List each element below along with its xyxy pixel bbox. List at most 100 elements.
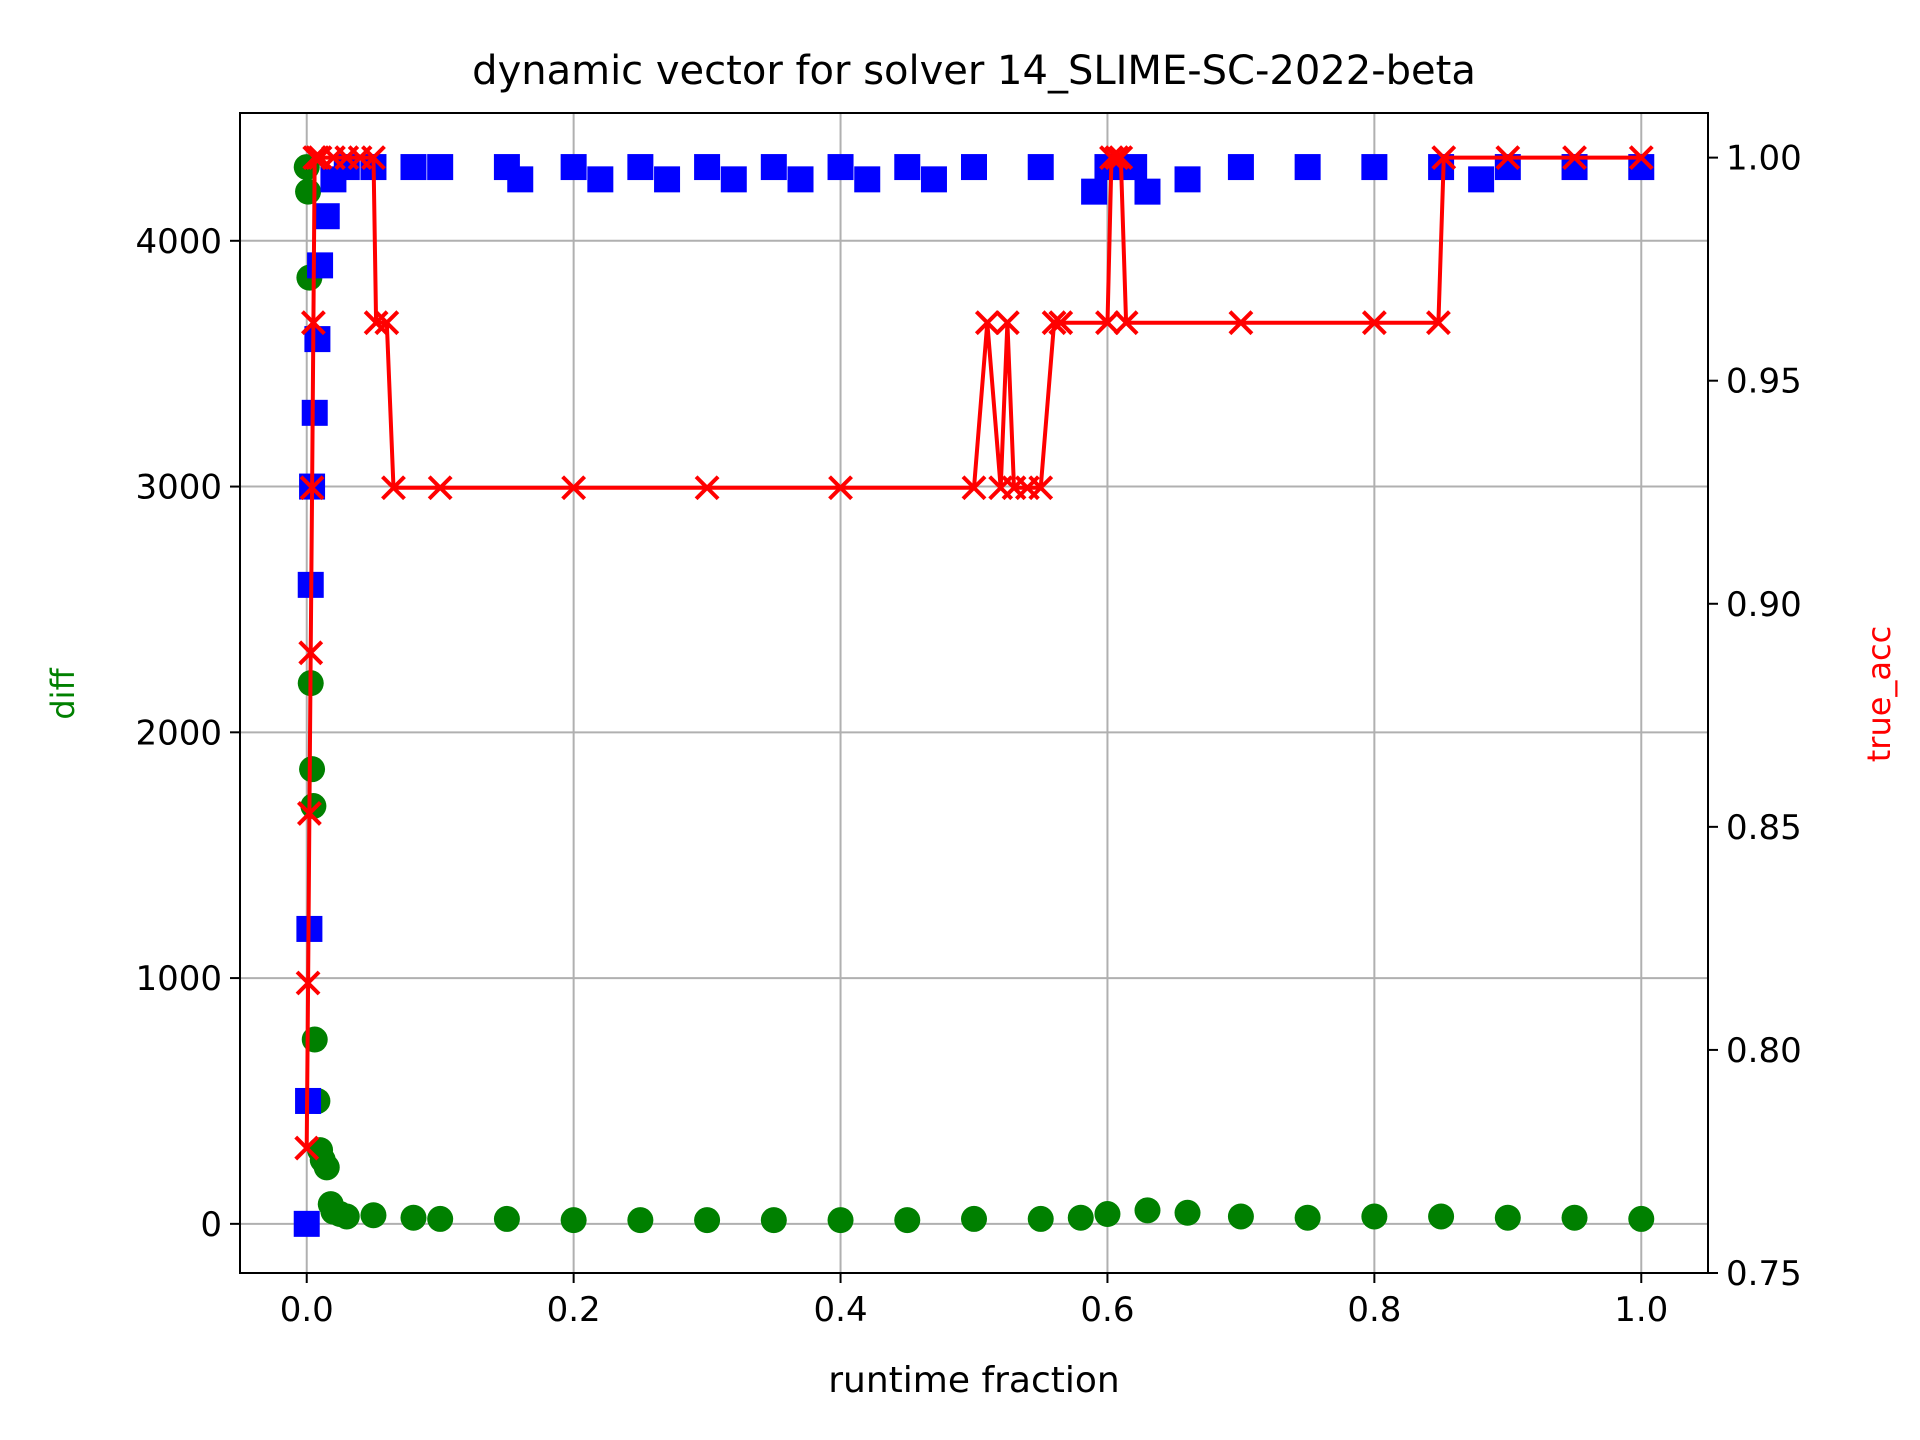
y-right-tick-label: 0.80	[1726, 1031, 1802, 1071]
data-point-true-acc	[374, 310, 400, 336]
data-point-true-acc	[1048, 310, 1074, 336]
y-left-tick-label: 3000	[135, 468, 222, 508]
data-point-true-acc	[1628, 145, 1654, 171]
data-point-square	[400, 154, 427, 181]
data-point-square	[920, 166, 947, 193]
data-point-square	[827, 154, 854, 181]
data-point-square	[304, 326, 331, 353]
y-axis-label-right: true_acc	[1860, 626, 1898, 762]
data-point-square	[760, 154, 787, 181]
data-point-true-acc	[1099, 145, 1124, 171]
data-point-diff	[313, 1154, 340, 1181]
data-point-diff	[894, 1207, 921, 1234]
y-left-tick-label: 2000	[135, 713, 222, 753]
x-tick-label: 0.2	[547, 1290, 601, 1330]
y-axis-label-left: diff	[44, 667, 82, 719]
data-point-true-acc	[1113, 310, 1139, 336]
data-point-square	[1081, 178, 1108, 205]
data-point-square	[720, 166, 747, 193]
y-left-tick-label: 4000	[135, 222, 222, 262]
data-point-diff	[1094, 1201, 1121, 1228]
data-point-diff	[299, 756, 326, 783]
data-point-diff	[1361, 1203, 1388, 1230]
plot-frame	[239, 112, 1709, 1274]
data-point-diff	[427, 1205, 454, 1232]
y-left-tick-label: 1000	[135, 959, 222, 999]
data-point-square	[961, 154, 987, 181]
data-point-true-acc	[1228, 310, 1254, 336]
data-point-diff	[1628, 1205, 1655, 1232]
data-point-true-acc	[361, 145, 386, 171]
data-point-square	[293, 1210, 320, 1237]
data-point-diff	[1174, 1199, 1201, 1226]
data-point-square	[1174, 166, 1201, 193]
data-point-true-acc	[294, 1135, 320, 1161]
data-point-diff	[1134, 1197, 1161, 1224]
data-point-true-acc	[974, 310, 1000, 336]
data-point-true-acc	[1361, 310, 1387, 336]
data-point-true-acc	[561, 475, 587, 501]
axes: 0.0 0.2 0.4 0.6 0.8 1.0010002000300040000.750…	[135, 139, 1801, 1330]
data-point-true-acc	[381, 475, 406, 501]
y-right-tick-label: 0.95	[1726, 362, 1802, 402]
data-point-true-acc	[828, 475, 853, 501]
data-point-diff	[1027, 1205, 1054, 1232]
x-tick-label: 1.0	[1614, 1290, 1668, 1330]
data-point-true-acc	[961, 475, 987, 501]
data-point-true-acc	[1431, 145, 1457, 171]
data-point-square	[894, 154, 921, 181]
data-point-true-acc	[1041, 310, 1067, 336]
data-point-square	[507, 166, 534, 193]
data-point-square	[427, 154, 454, 181]
data-point-diff	[360, 1202, 387, 1229]
x-axis-label: runtime fraction	[828, 1360, 1120, 1401]
data-point-true-acc	[994, 310, 1020, 336]
y-right-tick-label: 0.90	[1726, 585, 1802, 625]
y-right-tick-label: 1.00	[1726, 139, 1802, 179]
data-point-square	[1361, 154, 1388, 181]
data-point-true-acc	[1095, 310, 1120, 336]
data-point-true-acc	[298, 640, 324, 666]
data-point-square	[1027, 154, 1054, 181]
data-point-true-acc	[363, 310, 389, 336]
data-point-true-acc	[299, 475, 325, 501]
data-point-square	[587, 166, 614, 193]
data-point-diff	[493, 1205, 520, 1232]
data-point-diff	[560, 1207, 587, 1234]
chart-title: dynamic vector for solver 14_SLIME-SC-20…	[472, 48, 1476, 94]
data-point-square	[1294, 154, 1321, 181]
y-right-tick-label: 0.85	[1726, 808, 1802, 848]
data-point-diff	[333, 1203, 360, 1230]
data-point-true-acc	[1426, 310, 1451, 336]
data-point-diff	[1227, 1203, 1254, 1230]
y-right-tick-label: 0.75	[1726, 1254, 1802, 1294]
data-point-true-acc	[296, 801, 322, 826]
data-point-square	[560, 154, 587, 181]
data-point-true-acc	[1495, 145, 1521, 171]
data-point-square	[854, 166, 881, 193]
data-point-square	[627, 154, 654, 181]
data-point-true-acc	[295, 970, 321, 996]
data-point-diff	[295, 178, 322, 205]
data-point-square	[1134, 178, 1161, 205]
data-point-square	[1468, 166, 1495, 193]
data-point-diff	[1561, 1204, 1588, 1231]
data-point-true-acc	[300, 310, 326, 336]
data-point-diff	[1428, 1203, 1455, 1230]
data-point-square	[307, 252, 334, 279]
y-left-tick-label: 0	[200, 1205, 222, 1245]
data-point-true-acc	[1028, 475, 1054, 501]
data-point-diff	[400, 1204, 427, 1231]
data-point-square	[694, 154, 721, 181]
data-point-true-acc	[427, 475, 453, 501]
data-point-diff	[1494, 1204, 1521, 1231]
data-point-square	[654, 166, 681, 193]
plot-area	[293, 145, 1655, 1237]
x-tick-label: 0.6	[1080, 1290, 1134, 1330]
data-point-true-acc	[1108, 145, 1134, 171]
data-point-true-acc	[1562, 145, 1587, 171]
x-tick-label: 0.8	[1347, 1290, 1401, 1330]
data-point-diff	[1067, 1204, 1094, 1231]
data-point-diff	[1294, 1204, 1321, 1231]
